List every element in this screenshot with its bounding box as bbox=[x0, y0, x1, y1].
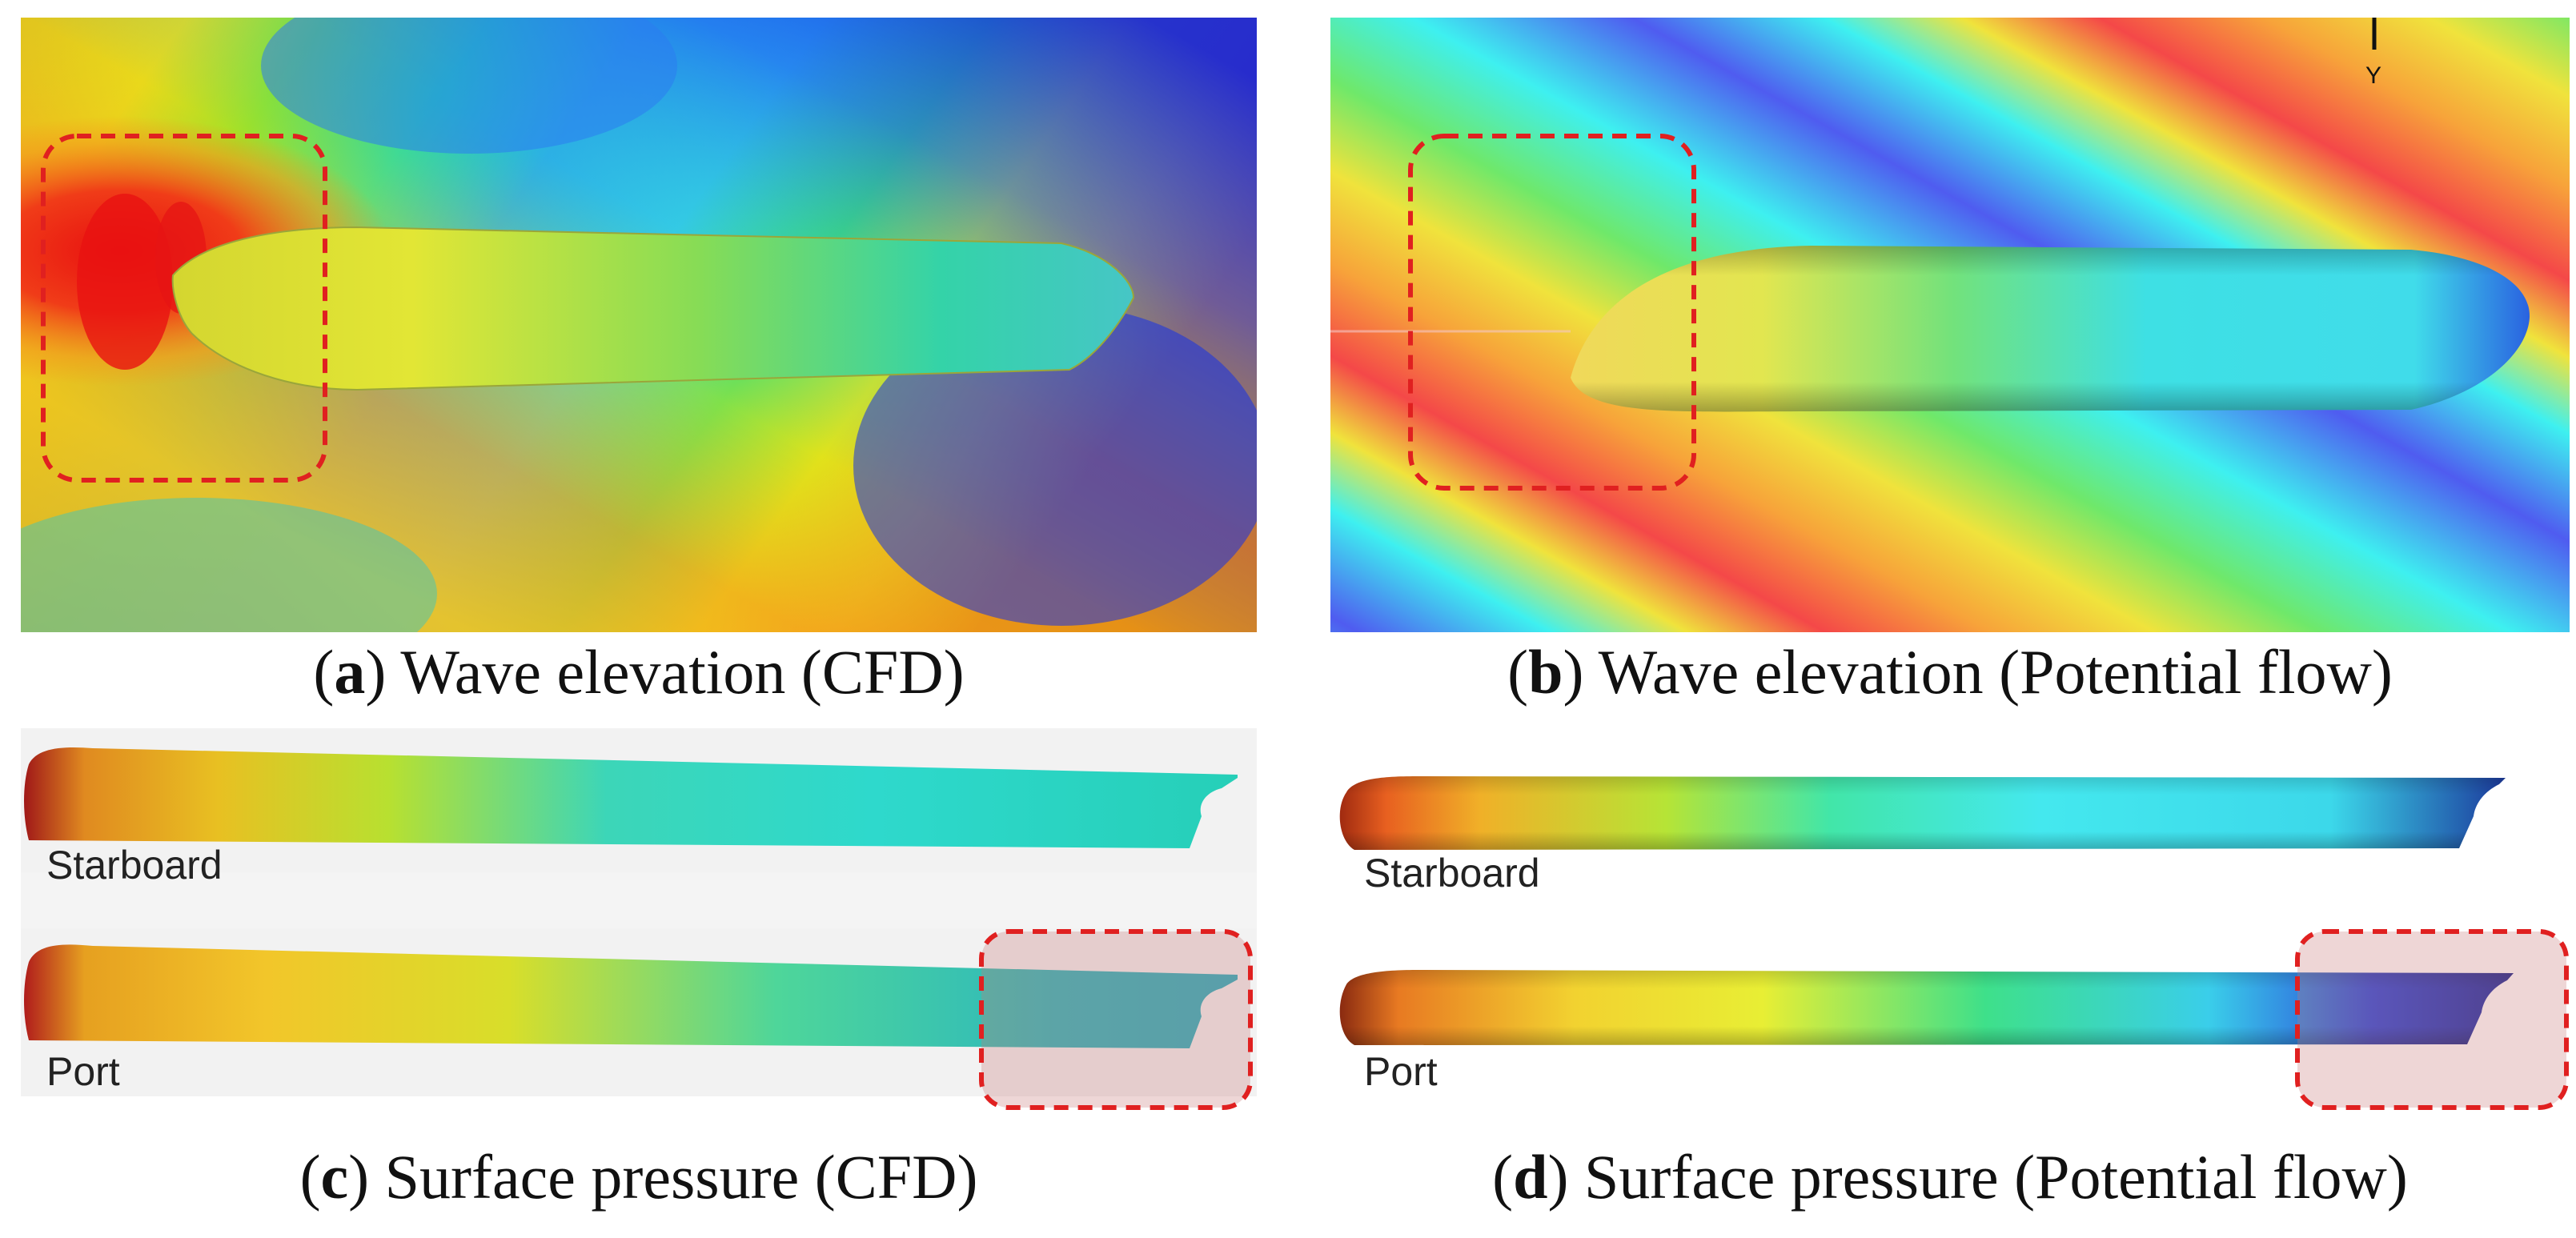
panel-d-surface-pressure-potential bbox=[1330, 728, 2570, 1096]
label-port-potential: Port bbox=[1364, 1049, 1438, 1094]
highlight-bow-b bbox=[1408, 18, 2377, 491]
axis-y-label: Y bbox=[2365, 62, 2382, 89]
hull-starboard-cfd bbox=[24, 747, 1238, 848]
hull-port-cfd bbox=[24, 944, 1238, 1048]
wave-field-cfd bbox=[21, 18, 1257, 632]
label-starboard-potential: Starboard bbox=[1364, 851, 1540, 895]
caption-a: (a) Wave elevation (CFD) bbox=[313, 637, 965, 707]
panel-c-surface-pressure-cfd bbox=[21, 728, 1257, 1096]
caption-b: (b) Wave elevation (Potential flow) bbox=[1507, 637, 2393, 707]
highlight-stern-d bbox=[2295, 929, 2569, 1110]
label-port-cfd: Port bbox=[46, 1049, 120, 1094]
label-starboard-cfd: Starboard bbox=[46, 843, 223, 887]
ship-hull bbox=[171, 226, 1135, 391]
wave-field-potential bbox=[1330, 18, 2570, 632]
highlight-stern-c bbox=[979, 929, 1253, 1110]
caption-c: (c) Surface pressure (CFD) bbox=[299, 1142, 978, 1212]
highlight-bow-a bbox=[41, 134, 327, 483]
caption-d: (d) Surface pressure (Potential flow) bbox=[1492, 1142, 2408, 1212]
panel-b-wave-elevation-potential bbox=[1330, 18, 2570, 632]
panel-a-wave-elevation-cfd bbox=[21, 18, 1257, 632]
